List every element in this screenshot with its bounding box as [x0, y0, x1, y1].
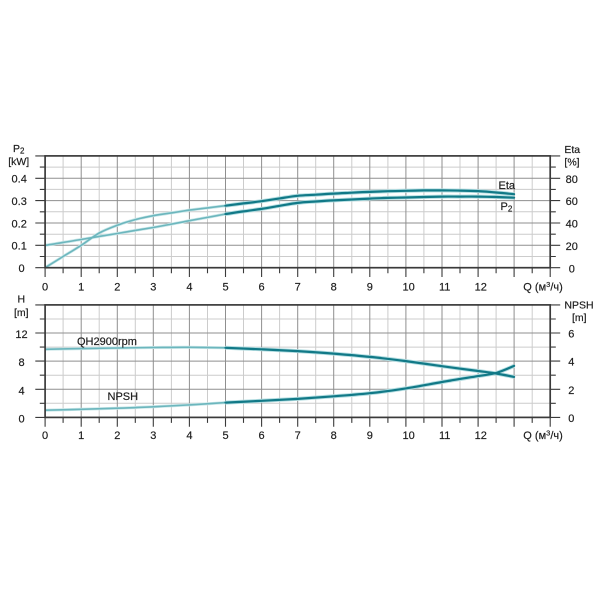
svg-text:NPSH: NPSH: [108, 391, 139, 403]
svg-text:8: 8: [331, 282, 337, 294]
svg-text:[m]: [m]: [572, 312, 587, 324]
svg-text:4: 4: [186, 282, 192, 294]
svg-text:11: 11: [439, 282, 450, 294]
svg-text:11: 11: [439, 430, 450, 442]
svg-text:0: 0: [568, 413, 574, 425]
svg-text:[%]: [%]: [564, 157, 579, 169]
svg-text:H: H: [18, 294, 26, 306]
svg-text:0: 0: [569, 263, 575, 275]
svg-text:40: 40: [566, 219, 578, 231]
svg-text:P2: P2: [13, 143, 25, 156]
svg-text:6: 6: [259, 282, 265, 294]
svg-text:7: 7: [295, 430, 301, 442]
svg-text:5: 5: [222, 282, 228, 294]
svg-text:10: 10: [402, 430, 414, 442]
svg-text:20: 20: [566, 241, 578, 253]
svg-text:60: 60: [566, 196, 578, 208]
svg-text:9: 9: [367, 430, 373, 442]
svg-text:80: 80: [566, 174, 578, 186]
svg-text:0.2: 0.2: [12, 218, 27, 230]
svg-text:0: 0: [42, 282, 48, 294]
svg-text:12: 12: [15, 329, 27, 341]
svg-text:0: 0: [18, 413, 24, 425]
svg-text:0: 0: [42, 430, 48, 442]
svg-text:Q (м3/ч): Q (м3/ч): [523, 280, 562, 294]
svg-text:2: 2: [114, 282, 120, 294]
svg-text:P2: P2: [501, 201, 513, 214]
svg-text:8: 8: [18, 357, 24, 369]
svg-text:0.4: 0.4: [12, 174, 27, 186]
svg-text:0.3: 0.3: [12, 196, 27, 208]
svg-text:4: 4: [568, 357, 574, 369]
svg-text:7: 7: [295, 282, 301, 294]
svg-text:NPSH: NPSH: [564, 299, 593, 311]
svg-text:Q (м3/ч): Q (м3/ч): [523, 429, 562, 443]
svg-text:[m]: [m]: [14, 307, 29, 319]
svg-text:4: 4: [186, 430, 192, 442]
svg-text:6: 6: [568, 329, 574, 341]
svg-text:5: 5: [222, 430, 228, 442]
svg-text:0: 0: [18, 263, 24, 275]
svg-text:1: 1: [78, 282, 84, 294]
svg-text:9: 9: [367, 282, 373, 294]
svg-text:1: 1: [78, 430, 84, 442]
svg-text:2: 2: [114, 430, 120, 442]
svg-text:12: 12: [475, 430, 487, 442]
svg-text:QH2900rpm: QH2900rpm: [77, 336, 137, 348]
svg-text:3: 3: [150, 430, 156, 442]
svg-text:Eta: Eta: [499, 180, 516, 192]
svg-text:10: 10: [402, 282, 414, 294]
svg-text:8: 8: [331, 430, 337, 442]
svg-text:12: 12: [475, 282, 487, 294]
svg-text:[kW]: [kW]: [8, 156, 29, 168]
svg-text:4: 4: [18, 385, 24, 397]
svg-text:3: 3: [150, 282, 156, 294]
svg-text:0.1: 0.1: [12, 241, 27, 253]
svg-text:2: 2: [568, 385, 574, 397]
svg-text:Eta: Eta: [564, 144, 580, 156]
svg-text:6: 6: [259, 430, 265, 442]
